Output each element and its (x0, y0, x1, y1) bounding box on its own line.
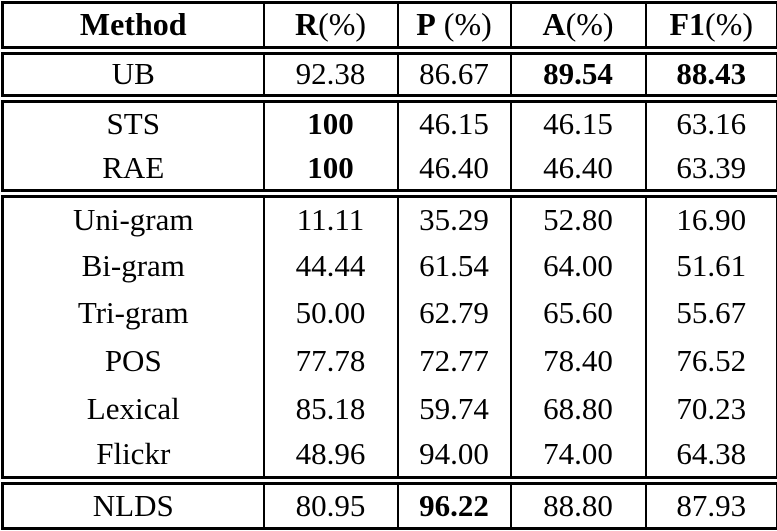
header-cell-r: R(%) (262, 2, 398, 51)
value-cell: 88.43 (644, 46, 777, 99)
header-unit-a: (%) (565, 6, 614, 43)
method-cell: NLDS (2, 476, 264, 529)
table-row: Flickr 48.96 94.00 74.00 64.38 (3, 432, 777, 481)
row-group-1: STS 100 46.15 46.15 63.16 RAE 100 46.40 46.40 63.… (2, 93, 777, 194)
value-cell: 48.96 (262, 432, 398, 481)
method-cell: Bi-gram (81, 247, 185, 283)
value-cell: 87.93 (644, 476, 777, 529)
method-cell: RAE (102, 149, 165, 185)
value-cell: 46.15 (509, 93, 646, 147)
value-cell: 89.54 (509, 46, 646, 99)
value-cell: 100 (262, 93, 398, 147)
method-cell: Uni-gram (2, 189, 264, 242)
header-cell-a: A(%) (509, 2, 646, 51)
row-group-0: UB 92.38 86.67 89.54 88.43 (2, 46, 777, 99)
value-cell: 74.00 (509, 432, 646, 481)
table-row: NLDS 80.95 96.22 88.80 87.93 (2, 476, 777, 529)
value-cell: 64.38 (644, 432, 777, 481)
value-cell: 55.67 (644, 289, 777, 338)
value-cell: 76.52 (644, 337, 777, 386)
header-label-r: R (294, 6, 319, 43)
value-cell: 92.38 (262, 46, 398, 99)
value-cell: 80.95 (262, 476, 398, 529)
value-cell: 51.61 (644, 241, 777, 290)
value-cell: 63.16 (644, 93, 777, 147)
method-cell: POS (104, 343, 162, 379)
header-cell-method: Method (3, 3, 264, 51)
value-cell: 94.00 (396, 432, 511, 481)
value-cell: 35.29 (396, 189, 511, 242)
header-label-a: A (542, 6, 566, 43)
table-header: Method R(%) P (%) A(%) F1(%) (3, 2, 777, 51)
value-cell: 100 (262, 146, 398, 194)
value-cell: 50.00 (262, 289, 398, 338)
table-row: Lexical 85.18 59.74 68.80 70.23 (3, 385, 777, 433)
header-cell-f1: F1(%) (644, 2, 777, 51)
header-cell-p: P (%) (396, 2, 511, 51)
header-label-f1: F1 (669, 6, 706, 43)
value-cell: 65.60 (509, 289, 646, 338)
value-cell: 85.18 (262, 385, 398, 433)
value-cell: 72.77 (396, 337, 511, 386)
method-cell: Lexical (86, 390, 180, 426)
value-cell: 46.40 (396, 146, 511, 194)
value-cell: 46.15 (396, 93, 511, 147)
value-cell: 59.74 (396, 385, 511, 433)
table-row: RAE 100 46.40 46.40 63.39 (3, 146, 777, 194)
method-cell: Flickr (96, 436, 171, 472)
value-cell: 61.54 (396, 241, 511, 290)
value-cell: 64.00 (509, 241, 646, 290)
header-unit-f1: (%) (705, 6, 753, 43)
value-cell: 46.40 (509, 146, 646, 194)
value-cell: 78.40 (509, 337, 646, 386)
value-cell: 11.11 (262, 189, 398, 242)
table-row: POS 77.78 72.77 78.40 76.52 (3, 337, 777, 386)
value-cell: 77.78 (262, 337, 398, 386)
table-row: STS 100 46.15 46.15 63.16 (2, 93, 777, 147)
method-cell: UB (2, 46, 264, 99)
value-cell: 62.79 (396, 289, 511, 338)
value-cell: 63.39 (644, 146, 777, 194)
table-row: Uni-gram 11.11 35.29 52.80 16.90 (2, 189, 777, 242)
value-cell: 70.23 (644, 385, 777, 433)
value-cell: 96.22 (396, 476, 511, 529)
table-row: Tri-gram 50.00 62.79 65.60 55.67 (3, 289, 777, 338)
header-row: Method R(%) P (%) A(%) F1(%) (3, 2, 777, 51)
value-cell: 44.44 (262, 241, 398, 290)
value-cell: 16.90 (644, 189, 777, 242)
row-group-3: NLDS 80.95 96.22 88.80 87.93 (2, 476, 777, 529)
value-cell: 52.80 (509, 189, 646, 242)
header-unit-r: (%) (318, 6, 367, 43)
row-group-2: Uni-gram 11.11 35.29 52.80 16.90 Bi-gram 44.44… (2, 189, 777, 481)
header-label-p: P (416, 6, 436, 43)
table-row: UB 92.38 86.67 89.54 88.43 (2, 46, 777, 99)
header-unit-p: (%) (435, 6, 492, 43)
method-cell: Tri-gram (77, 295, 189, 331)
header-label-method: Method (79, 6, 187, 43)
method-cell: STS (2, 93, 264, 147)
value-cell: 68.80 (509, 385, 646, 433)
value-cell: 88.80 (509, 476, 646, 529)
value-cell: 86.67 (396, 46, 511, 99)
table-row: Bi-gram 44.44 61.54 64.00 51.61 (3, 241, 777, 290)
